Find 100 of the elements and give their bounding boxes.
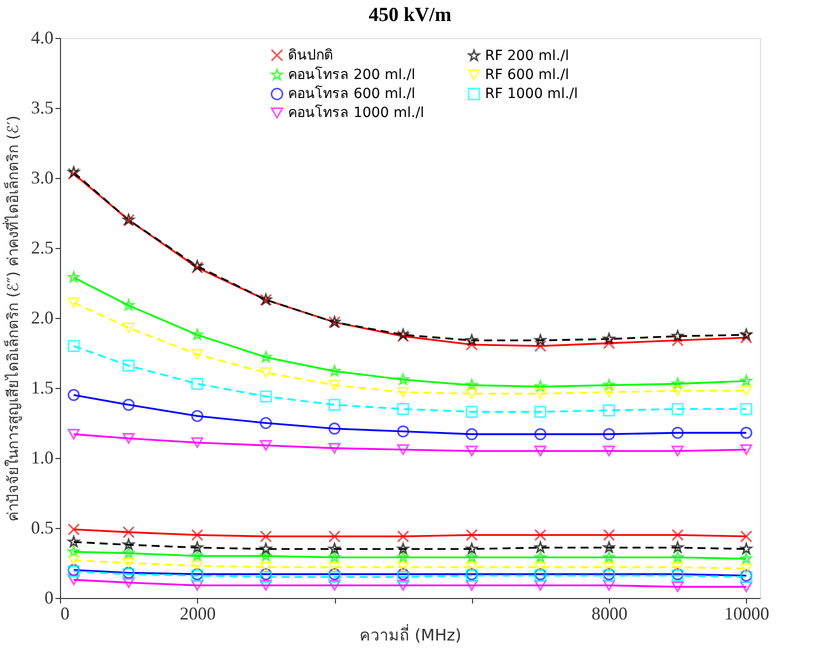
point: [68, 428, 80, 440]
point: [328, 580, 341, 591]
point: [260, 550, 272, 562]
point: [466, 528, 478, 542]
point: [397, 374, 409, 385]
point: [191, 378, 204, 390]
point: [397, 562, 410, 573]
point: [260, 568, 272, 580]
point: [397, 551, 409, 562]
point: [397, 444, 410, 455]
point: [603, 542, 615, 553]
point: [466, 562, 478, 573]
y-tick-label: 4.0: [31, 28, 54, 48]
point: [328, 562, 341, 573]
point: [602, 386, 616, 398]
point: [191, 260, 204, 272]
point: [534, 528, 546, 542]
legend-label: คอนโทรล 200 ml./l: [288, 66, 416, 83]
point: [466, 551, 478, 562]
point: [397, 386, 410, 398]
point: [260, 390, 272, 402]
point: [68, 340, 80, 352]
point: [602, 562, 616, 573]
point: [534, 334, 546, 346]
point: [191, 328, 204, 340]
point: [68, 574, 80, 586]
point: [122, 547, 134, 558]
point: [191, 560, 204, 572]
point: [122, 360, 135, 372]
point: [191, 528, 204, 542]
point: [260, 351, 272, 362]
point: [740, 426, 752, 439]
y-tick-label: 3.5: [31, 98, 54, 118]
point: [740, 332, 752, 344]
legend-label: คอนโทรล 1000 ml./l: [288, 104, 424, 121]
point: [397, 580, 410, 591]
point: [122, 299, 134, 310]
point: [122, 322, 135, 334]
point: [328, 530, 341, 542]
point: [672, 378, 684, 389]
point: [397, 330, 410, 342]
point: [672, 385, 684, 396]
point: [68, 271, 80, 282]
point: [740, 385, 752, 396]
point: [68, 166, 80, 178]
point: [672, 446, 684, 456]
y-tick-label: 0: [44, 588, 54, 608]
point: [534, 388, 546, 399]
point: [672, 542, 684, 553]
chart-title: 450 kV/m: [368, 4, 452, 26]
point: [740, 402, 752, 416]
point: [260, 542, 272, 554]
y-tick-label: 3.0: [31, 168, 54, 188]
point: [328, 570, 341, 584]
point: [397, 530, 410, 542]
point: [672, 426, 684, 439]
point: [68, 388, 80, 402]
point: [191, 349, 204, 360]
legend-label: RF 600 ml./l: [485, 67, 569, 83]
point: [740, 328, 752, 340]
point: [122, 538, 134, 550]
point: [466, 388, 478, 399]
point: [672, 402, 684, 416]
point: [397, 568, 410, 580]
point: [534, 542, 546, 553]
point: [672, 330, 684, 342]
point: [397, 570, 410, 584]
point: [602, 446, 616, 456]
point: [740, 542, 752, 554]
x-tick-label: 10000: [724, 604, 770, 624]
legend-label: ดินปกติ: [288, 47, 333, 64]
point: [328, 365, 340, 376]
point: [328, 568, 341, 580]
x-tick-label: 2000: [180, 604, 216, 624]
point: [260, 416, 272, 430]
point: [122, 398, 135, 411]
point: [260, 440, 272, 451]
point: [466, 334, 478, 346]
point: [466, 338, 478, 351]
x-tick-label: 0: [60, 604, 70, 624]
point: [68, 168, 80, 180]
point: [740, 374, 752, 386]
point: [397, 425, 410, 438]
point: [397, 328, 409, 340]
point: [672, 334, 684, 346]
point: [602, 404, 616, 416]
point: [191, 262, 204, 274]
point: [191, 437, 204, 448]
point: [466, 406, 478, 418]
point: [68, 554, 80, 566]
point: [672, 528, 684, 542]
point: [260, 570, 272, 584]
point: [534, 380, 546, 392]
point: [397, 542, 409, 554]
point: [603, 551, 615, 562]
point: [603, 379, 615, 390]
point: [466, 379, 478, 390]
point: [260, 580, 272, 591]
point: [466, 542, 478, 554]
point: [122, 558, 135, 568]
